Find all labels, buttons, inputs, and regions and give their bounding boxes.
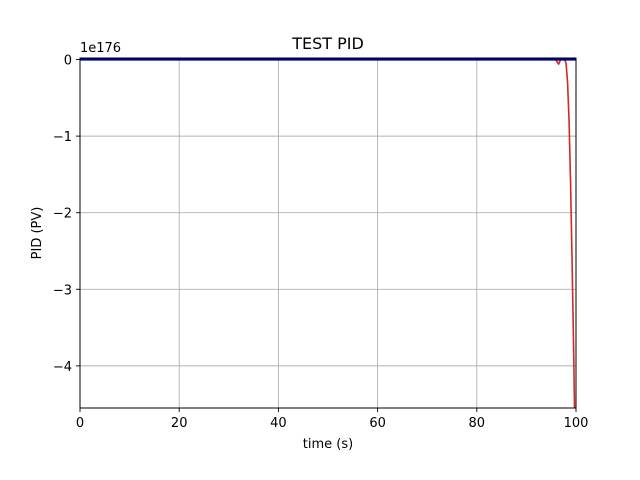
chart-title: TEST PID <box>291 34 364 53</box>
y-tick-label: 0 <box>64 54 72 69</box>
y-tick-label: −2 <box>53 207 72 222</box>
y-axis-multiplier: 1e176 <box>80 41 121 56</box>
x-tick-label: 20 <box>171 416 188 431</box>
x-axis-label: time (s) <box>303 437 353 452</box>
grid-lines <box>79 58 577 408</box>
x-tick-label: 60 <box>369 416 386 431</box>
x-tick-label: 80 <box>469 416 486 431</box>
plot-area-frame <box>79 57 577 409</box>
x-tick-label: 40 <box>270 416 287 431</box>
y-tick-label: −1 <box>53 130 72 145</box>
x-axis-ticks: 0 20 40 60 80 100 <box>76 408 589 431</box>
x-tick-label: 100 <box>564 416 589 431</box>
y-axis-label: PID (PV) <box>30 207 45 260</box>
y-tick-label: −4 <box>53 360 72 375</box>
x-tick-label: 0 <box>76 416 84 431</box>
series-line-1 <box>80 58 576 409</box>
y-axis-ticks: 0 −1 −2 −3 −4 <box>53 54 80 375</box>
data-series <box>80 58 576 409</box>
y-tick-label: −3 <box>53 283 72 298</box>
